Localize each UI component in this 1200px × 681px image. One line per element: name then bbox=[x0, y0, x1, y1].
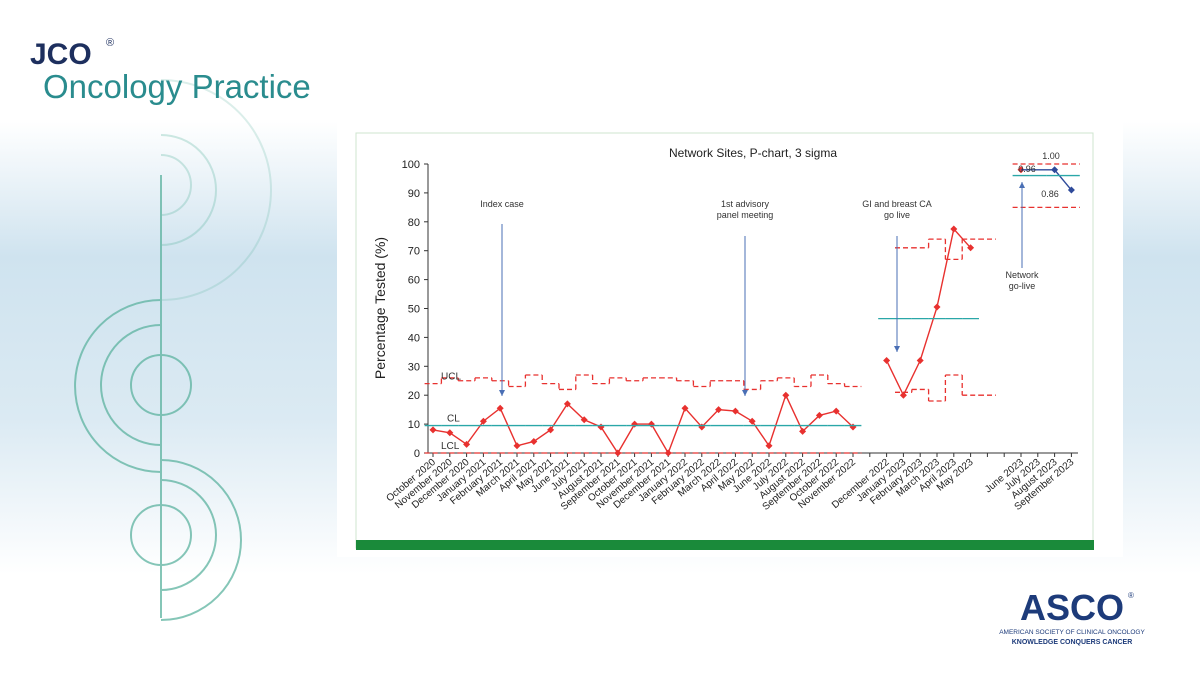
arrow-head bbox=[499, 390, 505, 396]
y-tick-label: 80 bbox=[408, 217, 420, 229]
data-point bbox=[530, 437, 538, 445]
point-note: 0.86 bbox=[1041, 189, 1059, 199]
decoration bbox=[74, 79, 272, 621]
y-tick-label: 40 bbox=[408, 332, 420, 344]
data-line bbox=[1054, 169, 1072, 191]
data-point bbox=[681, 404, 689, 412]
asco-line1: AMERICAN SOCIETY OF CLINICAL ONCOLOGY bbox=[999, 629, 1145, 636]
data-point bbox=[563, 400, 571, 408]
data-point bbox=[967, 244, 975, 252]
journal: Oncology Practice bbox=[43, 68, 311, 105]
data-point bbox=[429, 426, 437, 434]
arrow-head bbox=[1019, 182, 1025, 188]
data-point bbox=[715, 406, 723, 414]
y-tick-label: 20 bbox=[408, 390, 420, 402]
asco-line2: KNOWLEDGE CONQUERS CANCER bbox=[1012, 639, 1133, 646]
data-point bbox=[513, 442, 521, 450]
arrow-head bbox=[894, 346, 900, 352]
arrow-head bbox=[742, 390, 748, 396]
y-tick-label: 30 bbox=[408, 361, 420, 373]
data-point bbox=[463, 440, 471, 448]
chart-title: Network Sites, P-chart, 3 sigma bbox=[669, 146, 837, 160]
y-tick-label: 50 bbox=[408, 304, 420, 316]
y-tick-label: 90 bbox=[408, 188, 420, 200]
data-point bbox=[799, 427, 807, 435]
y-tick-label: 60 bbox=[408, 275, 420, 287]
y-tick-label: 100 bbox=[402, 159, 420, 171]
limit-label: CL bbox=[447, 414, 460, 425]
limit-label: UCL bbox=[441, 372, 461, 383]
data-point bbox=[1067, 186, 1075, 194]
limit-label: LCL bbox=[441, 441, 460, 452]
data-point bbox=[782, 391, 790, 399]
data-point bbox=[547, 426, 555, 434]
data-point bbox=[950, 225, 958, 233]
y-tick-label: 10 bbox=[408, 419, 420, 431]
annotation: Index case bbox=[480, 199, 524, 209]
chart-band bbox=[356, 540, 1094, 550]
data-point bbox=[815, 411, 823, 419]
data-point bbox=[916, 357, 924, 365]
data-point bbox=[765, 442, 773, 450]
asco-reg: ® bbox=[1128, 591, 1134, 600]
y-axis-label: Percentage Tested (%) bbox=[372, 237, 388, 379]
annotation: Network go-live bbox=[1005, 270, 1039, 291]
point-note: 0.96 bbox=[1018, 164, 1036, 174]
data-point bbox=[883, 357, 891, 365]
data-point bbox=[832, 407, 840, 415]
data-point bbox=[748, 417, 756, 425]
data-point bbox=[899, 391, 907, 399]
data-point bbox=[479, 417, 487, 425]
data-point bbox=[933, 303, 941, 311]
chart-panel bbox=[337, 113, 1123, 557]
brand-reg: ® bbox=[106, 37, 114, 49]
y-tick-label: 0 bbox=[414, 448, 420, 460]
y-tick-label: 70 bbox=[408, 246, 420, 258]
brand: JCO bbox=[30, 38, 92, 71]
annotation: 1st advisory panel meeting bbox=[717, 199, 774, 220]
annotation: GI and breast CA go live bbox=[862, 199, 932, 220]
asco-logo: ASCO bbox=[1020, 587, 1124, 628]
data-point bbox=[580, 416, 588, 424]
point-note: 1.00 bbox=[1042, 151, 1060, 161]
data-point bbox=[446, 429, 454, 437]
data-point bbox=[731, 407, 739, 415]
data-point bbox=[496, 404, 504, 412]
